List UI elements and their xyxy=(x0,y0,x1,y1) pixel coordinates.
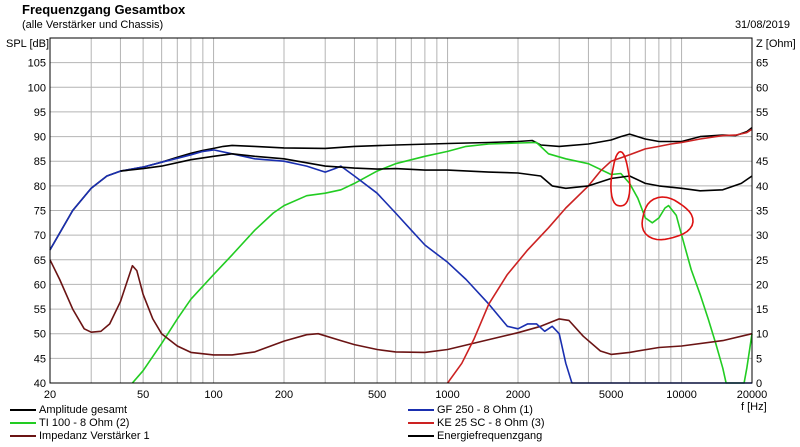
y-tick-label: 75 xyxy=(34,206,46,218)
legend-label: Energiefrequenzgang xyxy=(437,430,543,442)
series-line-gf-250-8-ohm-1 xyxy=(49,149,752,384)
y-tick-label: 60 xyxy=(34,279,46,291)
y-tick-label: 100 xyxy=(28,82,46,94)
x-tick-label: 20 xyxy=(44,389,56,401)
y-axis-label: SPL [dB] xyxy=(6,38,49,50)
y2-tick-label: 55 xyxy=(756,107,768,119)
legend-label: KE 25 SC - 8 Ohm (3) xyxy=(437,417,545,429)
annotation-circle xyxy=(610,150,631,207)
series-line-ti-100-8-ohm-2 xyxy=(131,141,753,384)
series-line-impedanz-verst-rker-1 xyxy=(49,259,753,356)
x-tick-label: 20000 xyxy=(737,389,768,401)
y-tick-label: 105 xyxy=(28,58,46,70)
y-tick-label: 50 xyxy=(34,329,46,341)
y-tick-label: 95 xyxy=(34,107,46,119)
y2-tick-label: 15 xyxy=(756,304,768,316)
series-line-energiefrequenzgang xyxy=(120,153,753,192)
y2-tick-label: 10 xyxy=(756,329,768,341)
legend-item: Energiefrequenzgang xyxy=(408,430,542,442)
x-tick-label: 2000 xyxy=(506,389,530,401)
y2-tick-label: 35 xyxy=(756,206,768,218)
legend-swatch xyxy=(408,435,434,437)
y2-tick-label: 0 xyxy=(756,378,762,390)
chart-grid xyxy=(50,38,752,383)
chart-annotations xyxy=(610,150,694,241)
legend-swatch xyxy=(10,409,36,411)
y-tick-label: 70 xyxy=(34,230,46,242)
x-tick-label: 50 xyxy=(137,389,149,401)
x-tick-label: 100 xyxy=(204,389,222,401)
y2-tick-label: 60 xyxy=(756,82,768,94)
y-tick-label: 55 xyxy=(34,304,46,316)
y2-tick-label: 40 xyxy=(756,181,768,193)
x-tick-label: 10000 xyxy=(666,389,697,401)
y2-tick-label: 30 xyxy=(756,230,768,242)
page-title: Frequenzgang Gesamtbox xyxy=(22,2,186,17)
y-tick-label: 40 xyxy=(34,378,46,390)
y2-tick-label: 50 xyxy=(756,132,768,144)
legend-item: KE 25 SC - 8 Ohm (3) xyxy=(408,417,545,429)
x-tick-label: 500 xyxy=(368,389,386,401)
x-tick-label: 200 xyxy=(275,389,293,401)
legend-label: Impedanz Verstärker 1 xyxy=(39,430,150,442)
chart-tick-labels: 20 50 100 200 500 1000 2000 5000 10000 2000040455… xyxy=(28,58,769,401)
y2-tick-label: 20 xyxy=(756,279,768,291)
plot-frame xyxy=(49,37,753,384)
series-line-amplitude-gesamt xyxy=(49,127,753,251)
y-tick-label: 80 xyxy=(34,181,46,193)
legend-swatch xyxy=(408,409,434,411)
series-line-ke-25-sc-8-ohm-3 xyxy=(446,128,753,384)
x-tick-label: 1000 xyxy=(435,389,459,401)
y-tick-label: 85 xyxy=(34,156,46,168)
y2-axis-label: Z [Ohm] xyxy=(756,38,796,50)
y-tick-label: 90 xyxy=(34,132,46,144)
legend-label: GF 250 - 8 Ohm (1) xyxy=(437,404,533,416)
y2-tick-label: 65 xyxy=(756,58,768,70)
x-axis-label: f [Hz] xyxy=(741,401,767,413)
y2-tick-label: 5 xyxy=(756,353,762,365)
y-tick-label: 65 xyxy=(34,255,46,267)
legend-item: Impedanz Verstärker 1 xyxy=(10,430,150,442)
chart-date: 31/08/2019 xyxy=(734,19,790,31)
legend-label: TI 100 - 8 Ohm (2) xyxy=(39,417,130,429)
legend-item: TI 100 - 8 Ohm (2) xyxy=(10,417,129,429)
y-tick-label: 45 xyxy=(34,353,46,365)
legend-item: GF 250 - 8 Ohm (1) xyxy=(408,404,533,416)
legend-item: Amplitude gesamt xyxy=(10,404,127,416)
y2-tick-label: 45 xyxy=(756,156,768,168)
annotation-circle xyxy=(641,196,694,241)
legend-swatch xyxy=(10,435,36,437)
legend-swatch xyxy=(408,422,434,424)
chart-series xyxy=(49,127,753,384)
x-tick-label: 5000 xyxy=(599,389,623,401)
legend-label: Amplitude gesamt xyxy=(39,404,128,416)
legend-swatch xyxy=(10,422,36,424)
page-subtitle: (alle Verstärker und Chassis) xyxy=(22,19,164,31)
y2-tick-label: 25 xyxy=(756,255,768,267)
